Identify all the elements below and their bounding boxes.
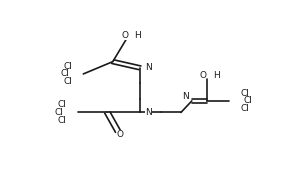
- Text: O: O: [199, 71, 206, 80]
- Text: H: H: [213, 71, 219, 80]
- Text: N: N: [145, 108, 152, 117]
- Text: O: O: [117, 130, 124, 139]
- Text: H: H: [134, 31, 141, 40]
- Text: Cl: Cl: [58, 100, 67, 109]
- Text: O: O: [122, 31, 129, 40]
- Text: Cl: Cl: [54, 108, 63, 117]
- Text: Cl: Cl: [240, 104, 249, 113]
- Text: Cl: Cl: [63, 77, 72, 86]
- Text: Cl: Cl: [63, 62, 72, 71]
- Text: Cl: Cl: [243, 96, 252, 105]
- Text: N: N: [182, 92, 189, 101]
- Text: Cl: Cl: [60, 69, 69, 78]
- Text: N: N: [145, 63, 152, 72]
- Text: Cl: Cl: [58, 116, 67, 125]
- Text: Cl: Cl: [240, 89, 249, 98]
